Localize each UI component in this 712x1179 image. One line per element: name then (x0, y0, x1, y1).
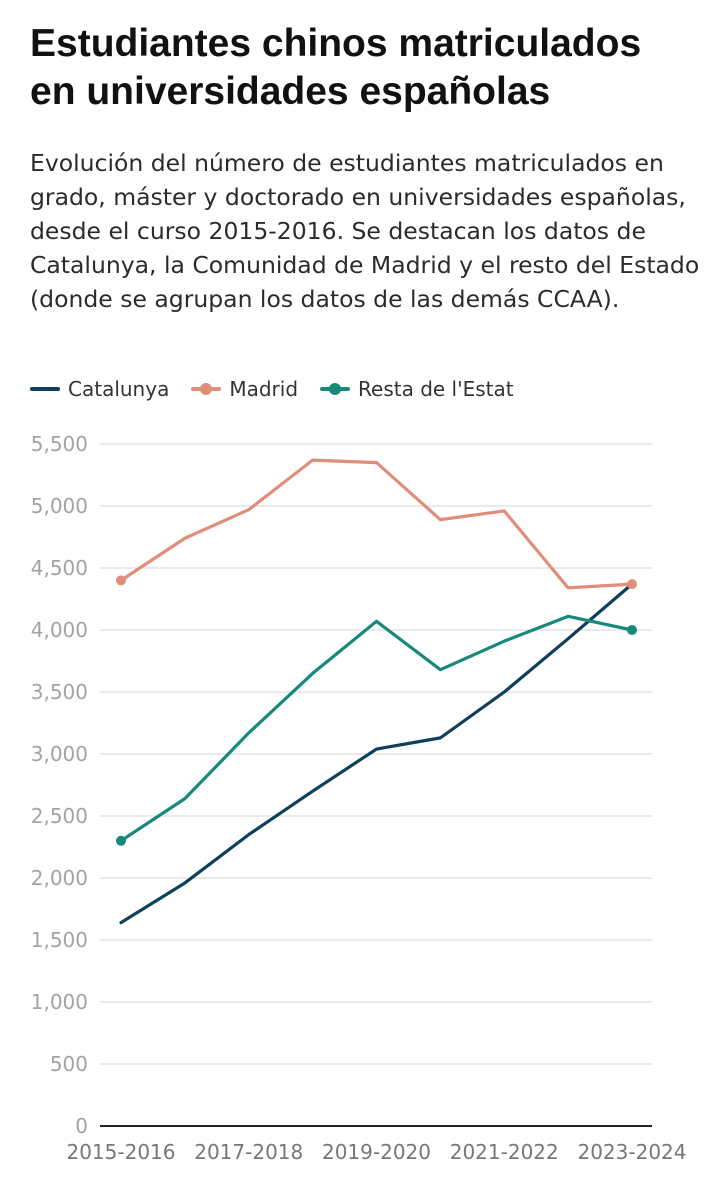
legend-item-catalunya: Catalunya (30, 377, 169, 401)
chart-title: Estudiantes chinos matriculados en unive… (30, 22, 642, 113)
series-line-catalunya (119, 582, 634, 925)
series-point-madrid (116, 575, 126, 586)
y-tick-label: 0 (75, 1114, 88, 1138)
y-tick-label: 2,500 (31, 804, 88, 828)
legend-label-madrid: Madrid (229, 377, 299, 401)
line-chart: 0 500 1,000 1,500 2,000 2,500 3,000 3,500 4,000 4… (31, 432, 687, 1164)
x-tick-label: 2015-2016 (66, 1140, 175, 1164)
y-tick-label: 500 (50, 1052, 88, 1076)
chart-series (116, 458, 637, 925)
x-axis-ticks: 2015-2016 2017-2018 2019-2020 2021-2022 2023… (66, 1140, 686, 1164)
x-tick-label: 2019-2020 (322, 1140, 431, 1164)
legend-item-madrid: Madrid (191, 377, 298, 401)
legend-swatch-catalunya (30, 382, 60, 396)
y-tick-label: 4,500 (31, 556, 88, 580)
series-line-resta-de-l-estat (119, 614, 634, 843)
y-tick-label: 3,000 (31, 742, 88, 766)
y-tick-label: 2,000 (31, 866, 88, 890)
series-point-resta-de-l-estat (116, 835, 126, 846)
x-tick-label: 2021-2022 (450, 1140, 559, 1164)
y-axis-ticks: 0 500 1,000 1,500 2,000 2,500 3,000 3,500 4,000 4… (31, 432, 88, 1138)
x-tick-label: 2017-2018 (194, 1140, 303, 1164)
legend-item-resta: Resta de l'Estat (320, 377, 514, 401)
series-line-madrid (119, 458, 634, 590)
x-tick-label: 2023-2024 (577, 1140, 686, 1164)
series-point-madrid (627, 579, 637, 590)
y-tick-label: 5,500 (31, 432, 88, 456)
legend-swatch-madrid (191, 382, 222, 396)
series-point-resta-de-l-estat (627, 625, 637, 635)
y-tick-label: 1,000 (31, 990, 88, 1014)
y-tick-label: 5,000 (31, 494, 88, 518)
chart-grid (100, 443, 652, 1127)
legend-label-catalunya: Catalunya (68, 377, 170, 401)
legend-label-resta: Resta de l'Estat (358, 377, 514, 401)
y-tick-label: 1,500 (31, 928, 88, 952)
y-tick-label: 4,000 (31, 618, 88, 642)
y-tick-label: 3,500 (31, 680, 88, 704)
legend-swatch-resta (320, 382, 351, 396)
chart-legend: Catalunya Madrid Resta de l'Estat (30, 372, 514, 406)
chart-subtitle: Evolución del número de estudiantes matr… (30, 149, 700, 313)
